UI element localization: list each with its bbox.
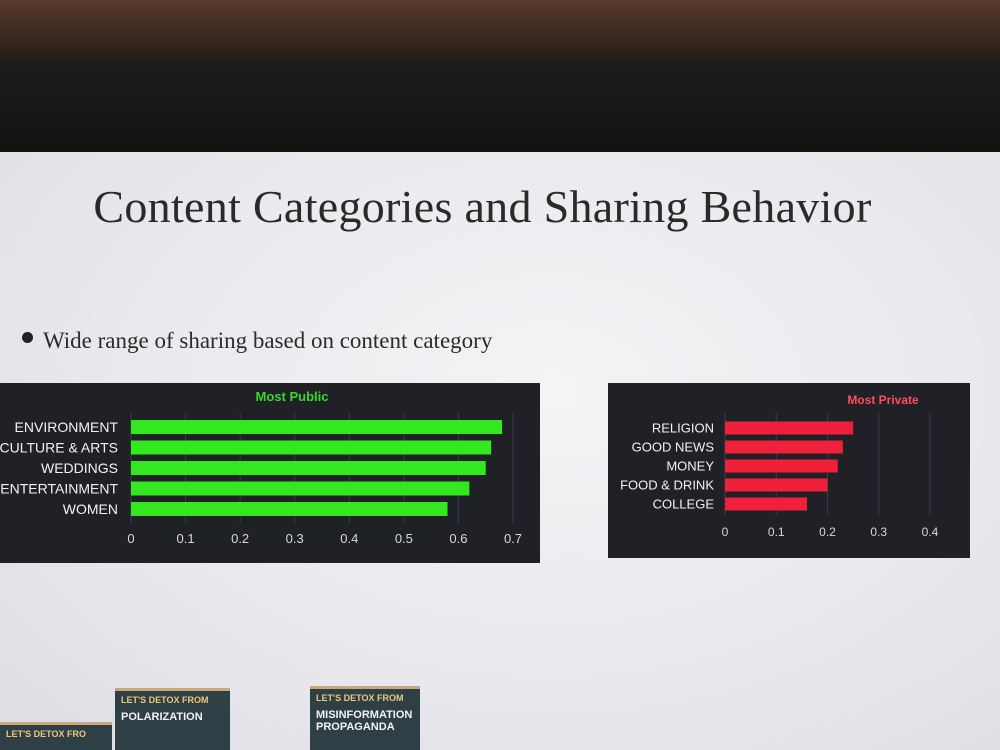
desk-signs: LET'S DETOX FROM POLARIZATION LET'S DETO… bbox=[0, 680, 430, 750]
chart-most-public-svg: 0 0.1 0.2 0.3 0.4 0.5 0.6 0.7 Most Public ENVIRON… bbox=[0, 389, 522, 546]
chart0-category-label: WEDDINGS bbox=[41, 460, 118, 476]
sign-misinformation-small: LET'S DETOX FROM bbox=[316, 693, 404, 703]
chart0-bar bbox=[131, 440, 492, 455]
chart1-category-label: GOOD NEWS bbox=[632, 440, 715, 455]
chart0-tick-label: 0 bbox=[127, 531, 134, 546]
chart0-category-label: ENTERTAINMENT bbox=[0, 481, 118, 497]
chart1-bar bbox=[725, 497, 807, 511]
chart0-tick-label: 0.3 bbox=[286, 531, 304, 546]
chart1-title: Most Private bbox=[847, 393, 919, 407]
slide-title: Content Categories and Sharing Behavior bbox=[93, 181, 872, 232]
chart1-bar bbox=[725, 478, 828, 492]
bullet-icon bbox=[22, 332, 33, 343]
chart-most-private: 0 0.1 0.2 0.3 0.4 Most Private RELIGION GOOD NE… bbox=[608, 383, 970, 558]
chart0-category-label: CULTURE & ARTS bbox=[0, 440, 118, 456]
chart1-tick-label: 0.3 bbox=[870, 525, 887, 539]
chart1-bar bbox=[725, 421, 854, 435]
sign-misinformation-big: MISINFORMATION PROPAGANDA bbox=[316, 709, 413, 733]
room-ceiling bbox=[0, 0, 1000, 60]
chart1-category-label: RELIGION bbox=[652, 421, 714, 436]
chart1-tick-label: 0 bbox=[722, 525, 729, 539]
room-wall bbox=[0, 60, 1000, 155]
chart1-category-label: MONEY bbox=[666, 459, 714, 474]
sign-detox-left: LET'S DETOX FRO bbox=[0, 722, 112, 750]
sign-detox-left-small: LET'S DETOX FRO bbox=[6, 729, 86, 739]
chart0-tick-label: 0.4 bbox=[340, 531, 358, 546]
chart1-tick-label: 0.2 bbox=[819, 525, 836, 539]
chart0-tick-label: 0.5 bbox=[395, 531, 413, 546]
chart-most-public: 0 0.1 0.2 0.3 0.4 0.5 0.6 0.7 Most Public ENVIRON… bbox=[0, 383, 540, 563]
chart0-tick-label: 0.7 bbox=[504, 531, 522, 546]
sign-polarization: LET'S DETOX FROM POLARIZATION bbox=[115, 688, 230, 750]
sign-polarization-small: LET'S DETOX FROM bbox=[121, 695, 209, 705]
chart0-bar bbox=[131, 420, 503, 434]
chart0-bar bbox=[131, 502, 448, 516]
chart1-category-label: COLLEGE bbox=[653, 497, 715, 512]
chart0-tick-label: 0.1 bbox=[177, 531, 195, 546]
chart0-bar bbox=[131, 461, 486, 475]
chart1-bar bbox=[725, 440, 843, 454]
chart0-category-label: WOMEN bbox=[63, 501, 118, 517]
chart1-bar bbox=[725, 459, 838, 473]
chart0-category-label: ENVIRONMENT bbox=[15, 419, 119, 435]
chart0-tick-label: 0.2 bbox=[231, 531, 249, 546]
bullet-text: Wide range of sharing based on content c… bbox=[43, 328, 493, 353]
sign-misinformation: LET'S DETOX FROM MISINFORMATION PROPAGAN… bbox=[310, 686, 420, 750]
chart0-title: Most Public bbox=[256, 389, 329, 404]
chart1-tick-label: 0.1 bbox=[768, 525, 785, 539]
chart0-bar bbox=[131, 481, 470, 496]
chart1-category-label: FOOD & DRINK bbox=[620, 478, 714, 493]
sign-polarization-big: POLARIZATION bbox=[121, 711, 203, 723]
chart0-tick-label: 0.6 bbox=[449, 531, 467, 546]
chart1-tick-label: 0.4 bbox=[922, 525, 939, 539]
chart-most-private-svg: 0 0.1 0.2 0.3 0.4 Most Private RELIGION GOOD NE… bbox=[620, 393, 939, 539]
